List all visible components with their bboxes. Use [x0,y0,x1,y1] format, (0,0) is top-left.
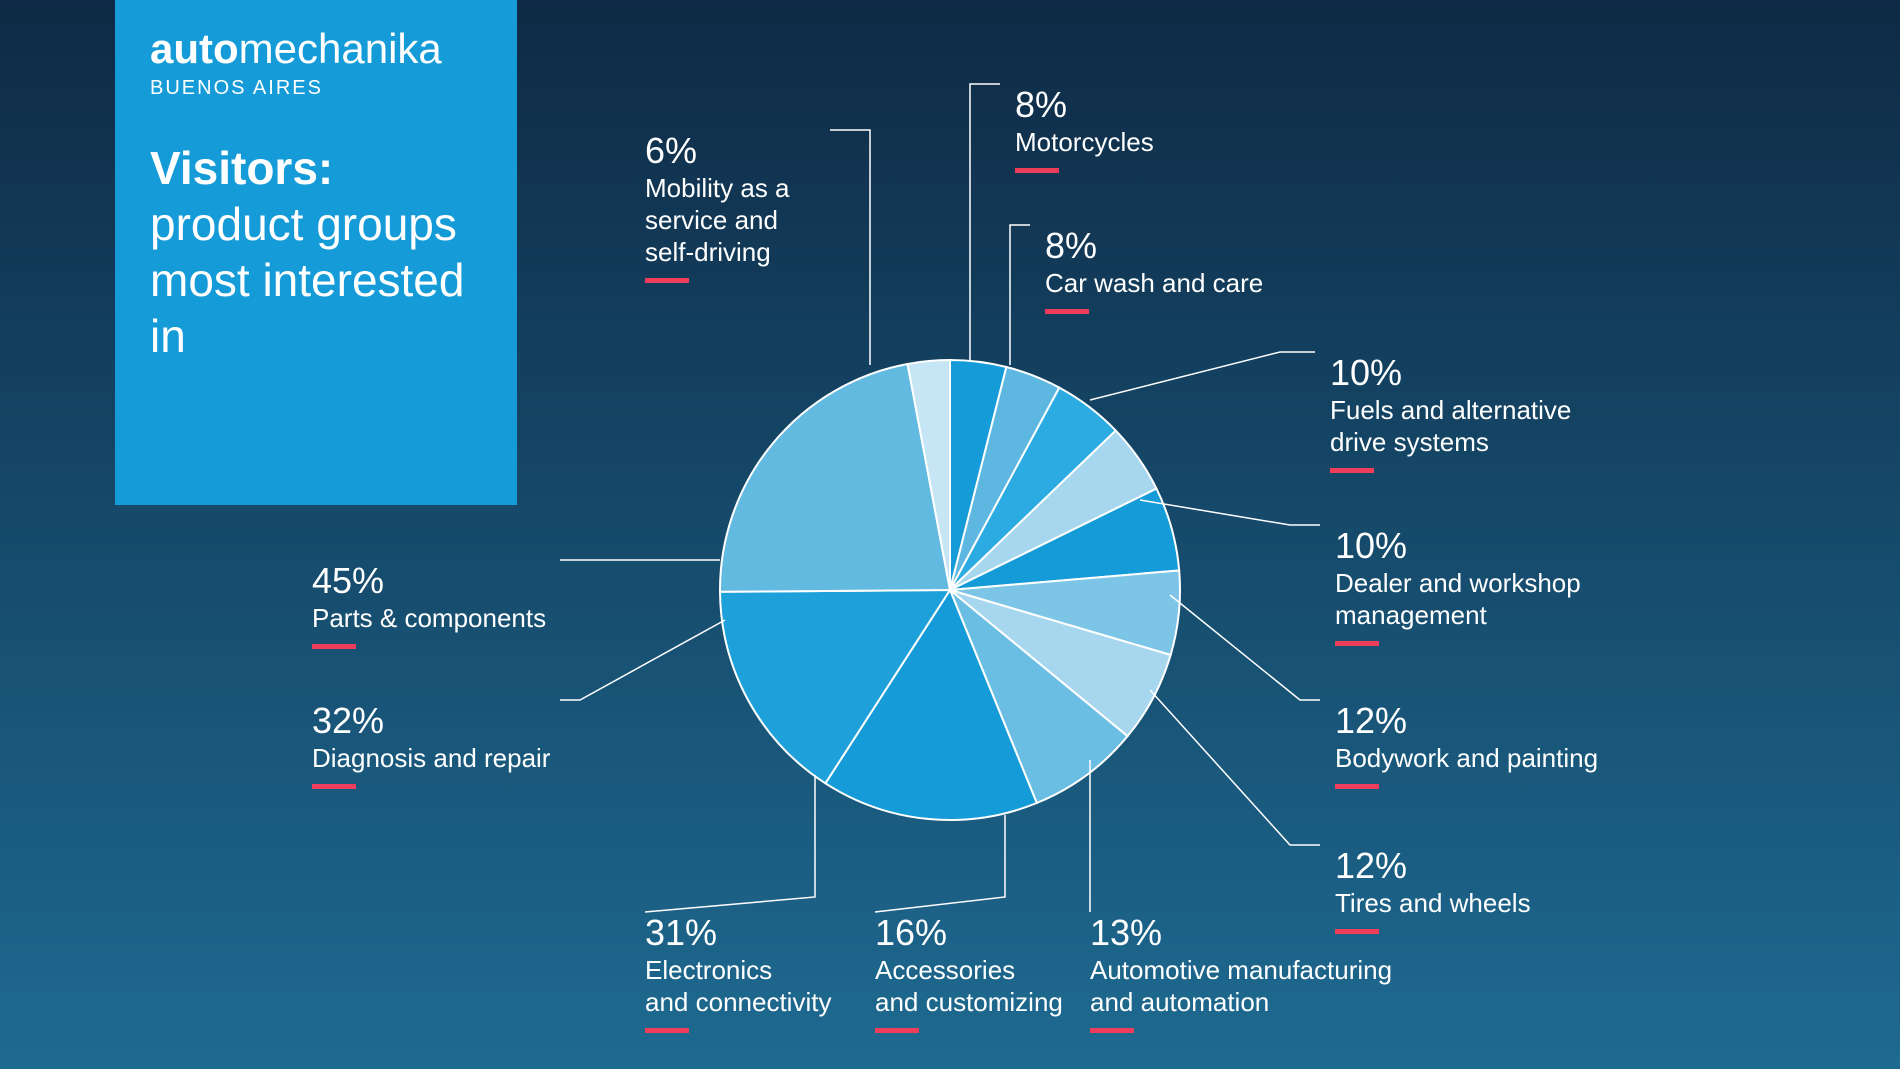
slice-percent: 10% [1335,525,1581,567]
slice-text: Mobility as a service and self-driving [645,172,790,268]
slice-label: 45%Parts & components [312,560,546,649]
slice-label: 8%Motorcycles [1015,84,1154,173]
slice-text: Motorcycles [1015,126,1154,158]
accent-bar [312,784,356,789]
slice-label: 32%Diagnosis and repair [312,700,550,789]
slice-label: 12%Bodywork and painting [1335,700,1598,789]
accent-bar [1335,641,1379,646]
accent-bar [312,644,356,649]
slice-percent: 8% [1045,225,1263,267]
pie-chart [0,0,1900,1069]
slice-label: 31%Electronics and connectivity [645,912,831,1033]
accent-bar [645,278,689,283]
accent-bar [1330,468,1374,473]
infographic-stage: automechanika BUENOS AIRES Visitors: pro… [0,0,1900,1069]
slice-label: 6%Mobility as a service and self-driving [645,130,790,283]
slice-text: Parts & components [312,602,546,634]
accent-bar [1335,784,1379,789]
accent-bar [645,1028,689,1033]
slice-percent: 32% [312,700,550,742]
slice-label: 10%Dealer and workshop management [1335,525,1581,646]
slice-text: Car wash and care [1045,267,1263,299]
slice-percent: 45% [312,560,546,602]
slice-percent: 10% [1330,352,1571,394]
accent-bar [1090,1028,1134,1033]
slice-label: 13%Automotive manufacturing and automati… [1090,912,1392,1033]
slice-label: 8%Car wash and care [1045,225,1263,314]
slice-percent: 8% [1015,84,1154,126]
slice-percent: 31% [645,912,831,954]
slice-text: Diagnosis and repair [312,742,550,774]
slice-percent: 12% [1335,700,1598,742]
slice-text: Accessories and customizing [875,954,1063,1018]
slice-text: Automotive manufacturing and automation [1090,954,1392,1018]
slice-label: 10%Fuels and alternative drive systems [1330,352,1571,473]
slice-percent: 13% [1090,912,1392,954]
accent-bar [1015,168,1059,173]
slice-percent: 16% [875,912,1063,954]
slice-text: Dealer and workshop management [1335,567,1581,631]
slice-text: Fuels and alternative drive systems [1330,394,1571,458]
slice-text: Bodywork and painting [1335,742,1598,774]
accent-bar [1045,309,1089,314]
slice-text: Electronics and connectivity [645,954,831,1018]
accent-bar [875,1028,919,1033]
slice-percent: 6% [645,130,790,172]
slice-label: 16%Accessories and customizing [875,912,1063,1033]
slice-percent: 12% [1335,845,1531,887]
